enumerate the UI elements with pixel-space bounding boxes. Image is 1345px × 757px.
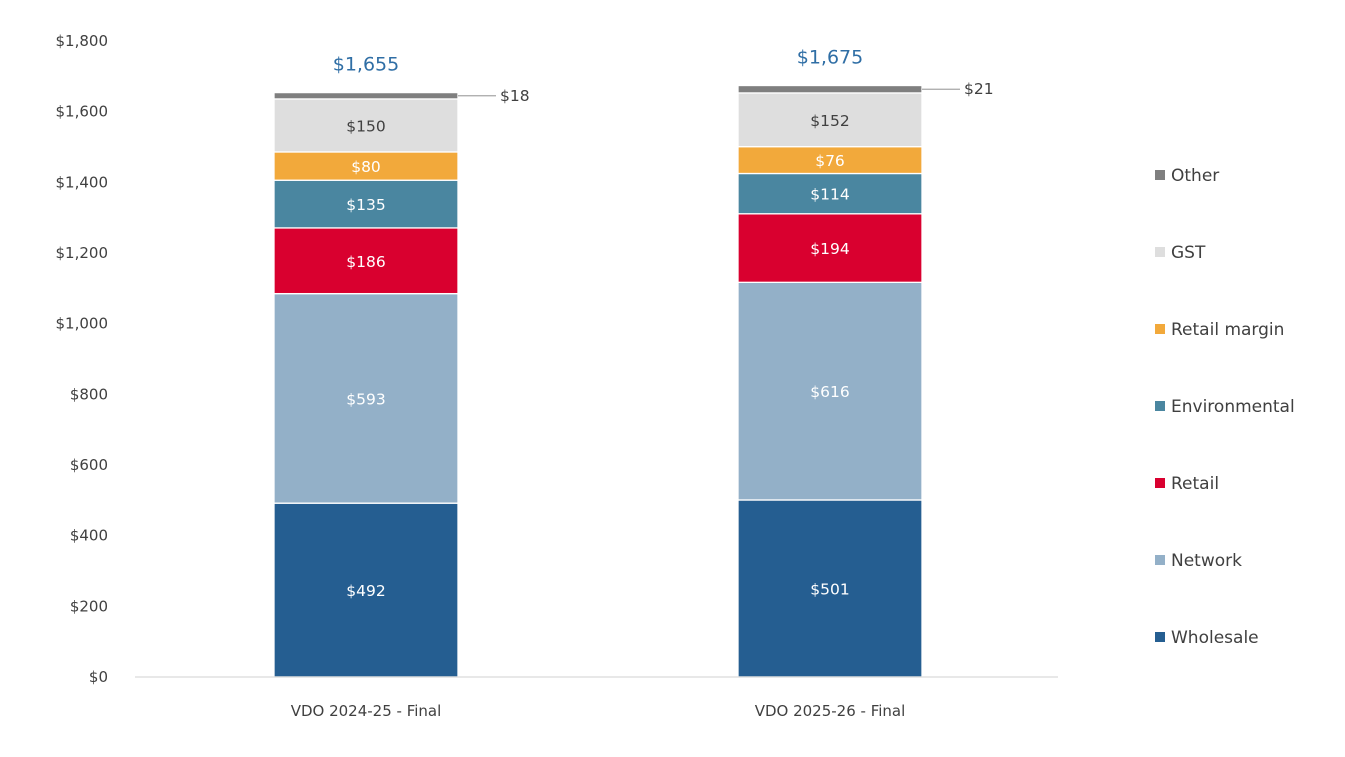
y-tick-label: $1,200 xyxy=(56,244,109,262)
y-tick-label: $800 xyxy=(70,385,108,403)
legend-swatch-gst xyxy=(1155,247,1165,257)
bar-segment-wholesale xyxy=(273,502,459,678)
data-label-wholesale: $501 xyxy=(810,580,849,598)
bar-segment-gst xyxy=(273,98,459,153)
bar-segment-environmental xyxy=(737,172,923,215)
data-label-other: $18 xyxy=(500,87,530,105)
legend-label-gst: GST xyxy=(1171,243,1206,263)
bar-segment-network xyxy=(273,292,459,504)
y-tick-label: $200 xyxy=(70,597,108,615)
data-label-gst: $150 xyxy=(346,117,385,135)
legend-swatch-other xyxy=(1155,170,1165,180)
data-label-environmental: $135 xyxy=(346,196,385,214)
legend-label-retail: Retail xyxy=(1171,474,1219,494)
y-tick-label: $1,000 xyxy=(56,315,109,333)
legend-swatch-environmental xyxy=(1155,401,1165,411)
x-axis: VDO 2024-25 - Final VDO 2025-26 - Final xyxy=(135,676,1058,720)
legend-label-retail-margin: Retail margin xyxy=(1171,320,1284,340)
y-tick-label: $0 xyxy=(89,668,108,686)
bar-segment-network xyxy=(737,281,923,501)
legend-label-other: Other xyxy=(1171,166,1219,186)
data-label-other: $21 xyxy=(964,80,994,98)
y-tick-label: $1,400 xyxy=(56,173,109,191)
total-label: $1,675 xyxy=(797,47,863,69)
x-category-label: VDO 2024-25 - Final xyxy=(291,702,442,720)
data-label-network: $593 xyxy=(346,390,385,408)
data-label-wholesale: $492 xyxy=(346,582,385,600)
legend-swatch-retail xyxy=(1155,478,1165,488)
y-tick-label: $1,600 xyxy=(56,103,109,121)
y-axis: $0 $200 $400 $600 $800 $1,000 $1,200 $1,400 $1,6… xyxy=(56,32,109,686)
x-category-label: VDO 2025-26 - Final xyxy=(755,702,906,720)
bar-segment-retail xyxy=(737,213,923,283)
data-label-retail-margin: $76 xyxy=(815,152,845,170)
legend-label-environmental: Environmental xyxy=(1171,397,1295,417)
bars xyxy=(273,84,923,678)
data-label-retail-margin: $80 xyxy=(351,158,381,176)
data-labels: $492 $593 $186 $135 $80 $150 $18 $1,655 $501 $616… xyxy=(333,47,994,601)
data-label-gst: $152 xyxy=(810,112,849,130)
data-label-network: $616 xyxy=(810,383,849,401)
y-tick-label: $400 xyxy=(70,527,108,545)
bar-segment-other xyxy=(273,91,459,100)
legend-label-wholesale: Wholesale xyxy=(1171,628,1259,648)
total-label: $1,655 xyxy=(333,54,399,76)
legend-swatch-network xyxy=(1155,555,1165,565)
data-label-retail: $194 xyxy=(810,240,849,258)
y-tick-label: $600 xyxy=(70,456,108,474)
bar-segment-retail-margin xyxy=(737,145,923,175)
bar-segment-retail-margin xyxy=(273,151,459,181)
data-label-environmental: $114 xyxy=(810,186,849,204)
legend-label-network: Network xyxy=(1171,551,1242,571)
legend: Other GST Retail margin Environmental Retail… xyxy=(1155,166,1295,648)
bar-segment-wholesale xyxy=(737,499,923,678)
bar-segment-other xyxy=(737,84,923,94)
y-tick-label: $1,800 xyxy=(56,32,109,50)
legend-swatch-retail-margin xyxy=(1155,324,1165,334)
legend-swatch-wholesale xyxy=(1155,632,1165,642)
bar-segment-gst xyxy=(737,92,923,148)
bar-segment-environmental xyxy=(273,179,459,229)
data-label-retail: $186 xyxy=(346,253,385,271)
